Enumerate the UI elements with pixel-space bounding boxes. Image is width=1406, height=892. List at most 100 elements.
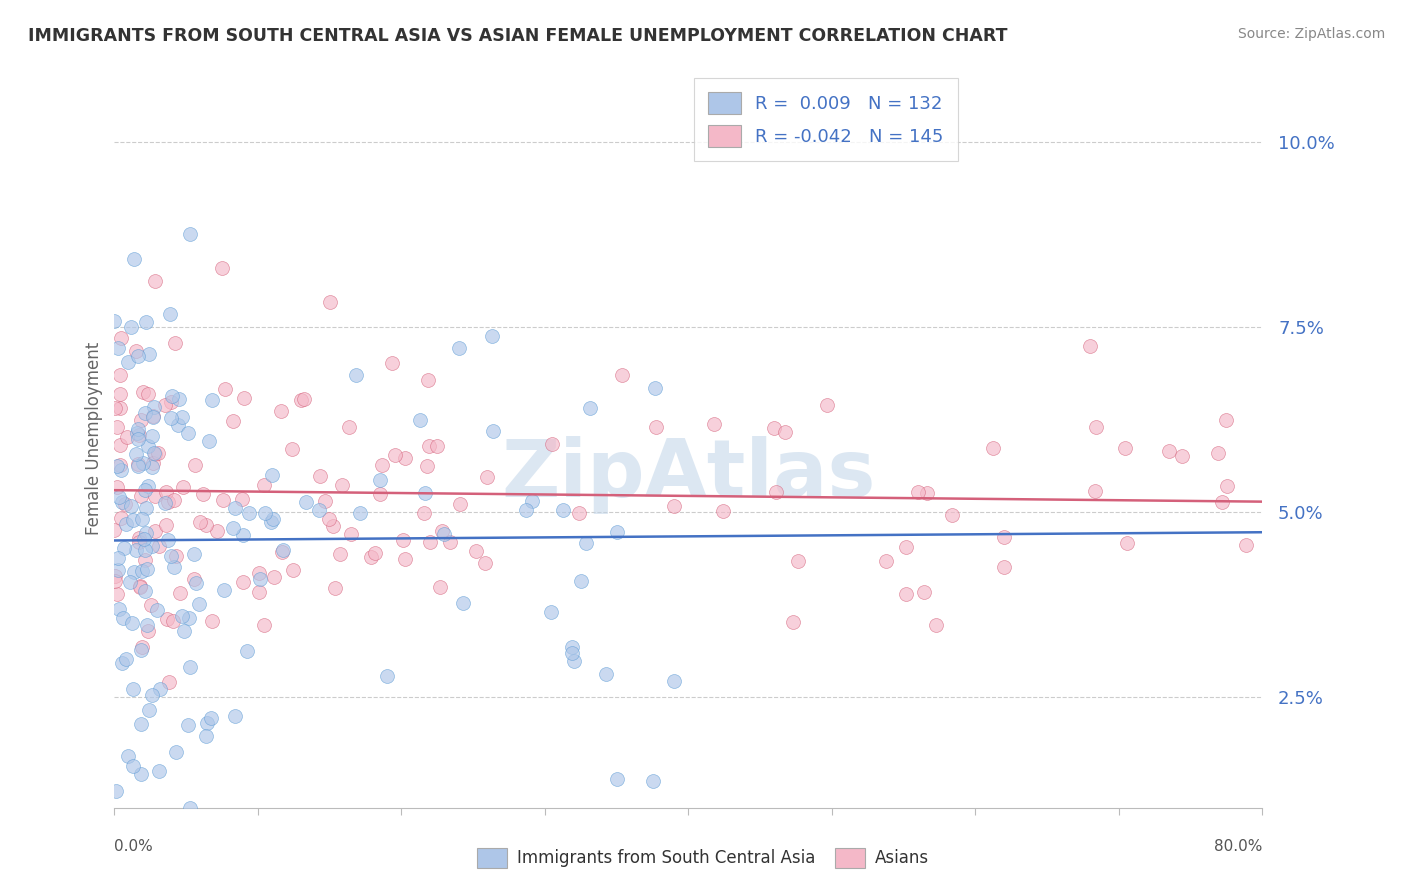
Point	[128, 579, 150, 593]
Point	[146, 603, 169, 617]
Point	[314, 494, 336, 508]
Point	[344, 368, 367, 383]
Point	[108, 386, 131, 401]
Point	[107, 564, 129, 578]
Point	[129, 413, 152, 427]
Point	[128, 531, 150, 545]
Point	[1084, 484, 1107, 499]
Point	[128, 427, 150, 442]
Point	[1114, 441, 1136, 455]
Point	[323, 581, 346, 595]
Point	[430, 524, 453, 538]
Point	[128, 535, 150, 549]
Point	[941, 508, 963, 523]
Point	[165, 549, 187, 563]
Point	[1171, 450, 1194, 464]
Point	[149, 681, 172, 696]
Point	[104, 784, 127, 798]
Point	[148, 764, 170, 778]
Point	[155, 518, 177, 533]
Point	[124, 447, 146, 461]
Point	[1215, 413, 1237, 427]
Point	[155, 398, 177, 412]
Text: ZipAtlas: ZipAtlas	[501, 436, 876, 514]
Point	[205, 524, 228, 538]
Point	[643, 773, 665, 788]
Point	[120, 499, 142, 513]
Point	[124, 343, 146, 358]
Point	[120, 574, 142, 589]
Point	[157, 675, 180, 690]
Point	[384, 448, 406, 462]
Point	[993, 530, 1015, 544]
Point	[224, 708, 246, 723]
Point	[413, 506, 436, 520]
Point	[907, 484, 929, 499]
Point	[148, 539, 170, 553]
Point	[104, 569, 127, 583]
Point	[179, 660, 201, 674]
Point	[172, 480, 194, 494]
Point	[447, 341, 470, 355]
Point	[247, 566, 270, 580]
Point	[104, 574, 127, 589]
Point	[159, 395, 181, 409]
Point	[214, 382, 236, 396]
Point	[212, 582, 235, 597]
Point	[1085, 420, 1108, 434]
Point	[1078, 338, 1101, 352]
Point	[281, 563, 304, 577]
Point	[110, 463, 132, 477]
Point	[1211, 494, 1233, 508]
Point	[122, 681, 145, 696]
Point	[394, 552, 416, 566]
Point	[131, 640, 153, 654]
Point	[112, 541, 135, 556]
Point	[112, 611, 135, 625]
Point	[322, 518, 344, 533]
Point	[142, 409, 165, 424]
Point	[773, 425, 796, 440]
Point	[474, 556, 496, 570]
Point	[377, 669, 399, 683]
Point	[103, 314, 125, 328]
Point	[127, 458, 149, 473]
Point	[127, 422, 149, 436]
Point	[127, 457, 149, 471]
Point	[368, 473, 391, 487]
Point	[122, 759, 145, 773]
Point	[103, 523, 125, 537]
Point	[122, 565, 145, 579]
Point	[125, 543, 148, 558]
Point	[232, 391, 254, 405]
Point	[157, 495, 180, 509]
Point	[263, 570, 285, 584]
Point	[195, 716, 218, 731]
Point	[173, 624, 195, 639]
Point	[132, 385, 155, 400]
Point	[179, 227, 201, 242]
Point	[136, 439, 159, 453]
Point	[426, 439, 449, 453]
Point	[515, 503, 537, 517]
Point	[553, 503, 575, 517]
Point	[143, 446, 166, 460]
Point	[111, 656, 134, 670]
Point	[110, 368, 132, 382]
Point	[110, 510, 132, 524]
Point	[380, 355, 402, 369]
Point	[232, 528, 254, 542]
Point	[132, 456, 155, 470]
Point	[260, 468, 283, 483]
Point	[439, 535, 461, 549]
Legend: R =  0.009   N = 132, R = -0.042   N = 145: R = 0.009 N = 132, R = -0.042 N = 145	[693, 78, 957, 161]
Point	[364, 546, 387, 560]
Point	[134, 532, 156, 546]
Point	[186, 575, 208, 590]
Point	[110, 331, 132, 345]
Point	[143, 401, 166, 415]
Point	[172, 410, 194, 425]
Point	[270, 404, 292, 418]
Point	[232, 575, 254, 590]
Point	[1157, 444, 1180, 458]
